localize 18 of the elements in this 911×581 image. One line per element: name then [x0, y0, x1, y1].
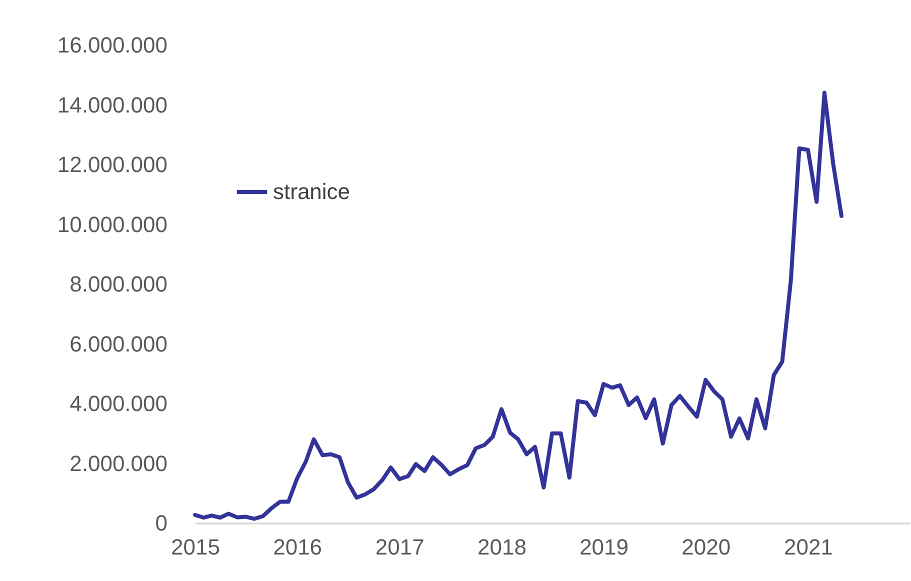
y-tick-label: 6.000.000 — [70, 331, 168, 356]
y-tick-label: 0 — [155, 510, 168, 536]
line-series — [193, 90, 844, 521]
y-tick-label: 14.000.000 — [57, 92, 168, 118]
x-tick-label: 2015 — [171, 534, 220, 560]
x-tick-label: 2019 — [580, 534, 629, 560]
y-tick-label: 2.000.000 — [70, 450, 168, 476]
x-tick-label: 2016 — [273, 534, 322, 560]
y-tick-label: 8.000.000 — [70, 272, 168, 296]
x-tick-label: 2017 — [375, 534, 424, 560]
y-tick-label: 4.000.000 — [70, 391, 168, 416]
y-tick-label: 16.000.000 — [57, 32, 168, 58]
x-tick-label: 2018 — [477, 534, 526, 560]
x-tick-label: 2020 — [682, 534, 731, 560]
y-tick-label: 10.000.000 — [57, 212, 168, 237]
legend-label: stranice — [273, 179, 350, 204]
y-tick-label: 12.000.000 — [57, 152, 168, 177]
x-tick-label: 2021 — [784, 534, 833, 560]
